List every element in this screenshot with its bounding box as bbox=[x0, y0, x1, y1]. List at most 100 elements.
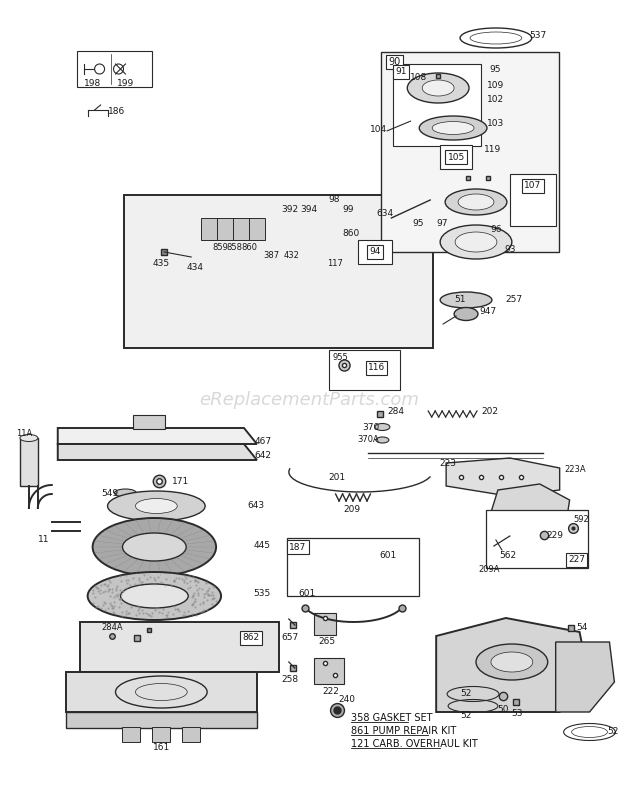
Bar bbox=[20, 438, 38, 486]
Bar bbox=[233, 218, 249, 240]
Text: 99: 99 bbox=[343, 205, 354, 215]
Bar bbox=[287, 538, 419, 596]
Text: 95: 95 bbox=[489, 65, 501, 75]
Polygon shape bbox=[66, 672, 257, 712]
Ellipse shape bbox=[440, 225, 512, 259]
Ellipse shape bbox=[407, 73, 469, 103]
Text: 435: 435 bbox=[153, 259, 170, 269]
Text: 201: 201 bbox=[328, 472, 345, 482]
Text: 171: 171 bbox=[172, 476, 189, 486]
Bar bbox=[133, 415, 166, 429]
Bar bbox=[510, 174, 556, 226]
Text: 601: 601 bbox=[298, 589, 316, 597]
Text: 11: 11 bbox=[38, 535, 50, 545]
Text: 592: 592 bbox=[574, 516, 590, 524]
Text: 96: 96 bbox=[490, 226, 502, 234]
Text: eReplacementParts.com: eReplacementParts.com bbox=[199, 391, 418, 409]
Bar bbox=[201, 218, 217, 240]
Bar bbox=[329, 350, 401, 390]
Ellipse shape bbox=[445, 189, 507, 215]
Ellipse shape bbox=[432, 122, 474, 134]
Bar bbox=[182, 727, 200, 742]
Polygon shape bbox=[446, 458, 560, 496]
Ellipse shape bbox=[454, 307, 478, 321]
Bar bbox=[249, 218, 265, 240]
Text: 445: 445 bbox=[254, 541, 270, 549]
Ellipse shape bbox=[115, 489, 136, 497]
Text: 51: 51 bbox=[454, 296, 466, 304]
Text: 535: 535 bbox=[254, 590, 270, 598]
Text: 223: 223 bbox=[440, 460, 456, 468]
Text: 52: 52 bbox=[461, 689, 472, 699]
Text: 161: 161 bbox=[153, 744, 170, 752]
Text: 186: 186 bbox=[108, 108, 125, 116]
Text: 91: 91 bbox=[396, 68, 407, 76]
Ellipse shape bbox=[476, 644, 547, 680]
Text: 222: 222 bbox=[322, 688, 339, 696]
Text: 549: 549 bbox=[101, 489, 118, 498]
Ellipse shape bbox=[419, 116, 487, 140]
Ellipse shape bbox=[455, 232, 497, 252]
Text: 257: 257 bbox=[505, 296, 523, 304]
Text: 467: 467 bbox=[254, 438, 272, 446]
Polygon shape bbox=[58, 444, 257, 460]
Ellipse shape bbox=[375, 424, 390, 431]
Text: 240: 240 bbox=[338, 696, 355, 704]
Text: 53: 53 bbox=[511, 710, 523, 718]
Ellipse shape bbox=[376, 437, 389, 443]
Text: 358 GASKET SET: 358 GASKET SET bbox=[350, 713, 432, 723]
Text: 117: 117 bbox=[327, 259, 342, 267]
Ellipse shape bbox=[107, 491, 205, 521]
Text: 861 PUMP REPAIR KIT: 861 PUMP REPAIR KIT bbox=[350, 726, 456, 736]
Text: 860: 860 bbox=[342, 230, 359, 238]
Text: 98: 98 bbox=[329, 196, 340, 204]
Ellipse shape bbox=[120, 584, 188, 608]
Polygon shape bbox=[125, 195, 433, 348]
Text: 562: 562 bbox=[499, 550, 516, 560]
Text: 116: 116 bbox=[368, 363, 385, 373]
Bar bbox=[381, 52, 559, 252]
Text: 601: 601 bbox=[379, 552, 397, 560]
Text: 94: 94 bbox=[370, 248, 381, 256]
Ellipse shape bbox=[135, 498, 177, 513]
Ellipse shape bbox=[491, 652, 533, 672]
Bar bbox=[123, 727, 140, 742]
Text: 392: 392 bbox=[281, 204, 298, 214]
Text: 258: 258 bbox=[281, 675, 298, 685]
Text: 955: 955 bbox=[333, 354, 348, 362]
Polygon shape bbox=[556, 642, 614, 712]
Text: 50: 50 bbox=[497, 706, 508, 714]
Bar bbox=[314, 613, 335, 635]
Text: 93: 93 bbox=[504, 245, 516, 255]
Text: 657: 657 bbox=[281, 633, 298, 641]
Text: 54: 54 bbox=[576, 623, 587, 633]
Text: 108: 108 bbox=[410, 74, 427, 83]
Text: 104: 104 bbox=[370, 126, 387, 134]
Polygon shape bbox=[66, 712, 257, 728]
Bar bbox=[486, 510, 588, 568]
Text: 102: 102 bbox=[487, 96, 505, 105]
Ellipse shape bbox=[92, 518, 216, 576]
Text: 119: 119 bbox=[484, 145, 502, 155]
Text: 209A: 209A bbox=[478, 565, 500, 575]
Bar bbox=[153, 727, 171, 742]
Text: 284: 284 bbox=[388, 407, 405, 417]
Text: 394: 394 bbox=[300, 204, 317, 214]
Text: 105: 105 bbox=[448, 152, 465, 161]
Text: 95: 95 bbox=[412, 219, 424, 229]
Text: 862: 862 bbox=[242, 634, 260, 642]
Bar bbox=[393, 64, 481, 146]
Text: 107: 107 bbox=[524, 182, 541, 190]
Text: 103: 103 bbox=[487, 119, 505, 128]
Ellipse shape bbox=[458, 194, 494, 210]
Ellipse shape bbox=[123, 533, 186, 561]
Ellipse shape bbox=[422, 80, 454, 96]
Text: 634: 634 bbox=[377, 208, 394, 218]
Text: 11A: 11A bbox=[16, 429, 32, 439]
Text: 229: 229 bbox=[546, 531, 563, 539]
Text: 199: 199 bbox=[117, 79, 134, 87]
Text: 860: 860 bbox=[241, 244, 257, 252]
Text: 227: 227 bbox=[568, 556, 585, 564]
Text: 90: 90 bbox=[388, 57, 401, 67]
Bar bbox=[440, 145, 472, 169]
